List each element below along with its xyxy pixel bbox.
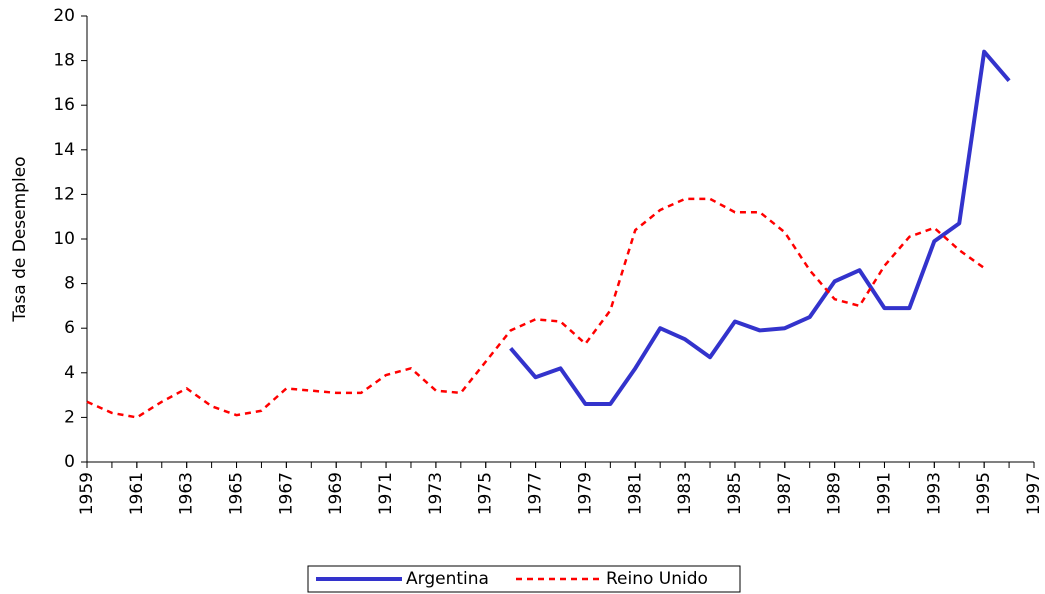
legend-label: Argentina xyxy=(406,569,489,589)
x-tick-label: 1981 xyxy=(625,472,645,515)
x-tick-label: 1963 xyxy=(177,472,197,515)
x-tick-label: 1969 xyxy=(326,472,346,515)
y-tick-label: 6 xyxy=(64,318,75,338)
y-tick-label: 16 xyxy=(53,95,75,115)
x-tick-label: 1997 xyxy=(1024,472,1044,515)
y-tick-label: 8 xyxy=(64,274,75,294)
x-tick-label: 1971 xyxy=(376,472,396,515)
y-tick-label: 0 xyxy=(64,452,75,472)
x-tick-label: 1975 xyxy=(476,472,496,515)
x-tick-label: 1991 xyxy=(874,472,894,515)
series-line xyxy=(86,197,985,419)
y-tick-label: 2 xyxy=(64,407,75,427)
x-tick-label: 1987 xyxy=(775,472,795,515)
x-tick-label: 1995 xyxy=(974,472,994,515)
legend-box xyxy=(307,565,741,593)
x-tick-label: 1965 xyxy=(227,472,247,515)
x-tick-label: 1985 xyxy=(725,472,745,515)
y-tick-label: 10 xyxy=(53,229,75,249)
series-line xyxy=(509,49,1011,407)
legend-label: Reino Unido xyxy=(606,569,708,589)
x-tick-label: 1959 xyxy=(77,472,97,515)
y-tick-label: 20 xyxy=(53,6,75,26)
x-tick-label: 1961 xyxy=(127,472,147,515)
x-tick-label: 1983 xyxy=(675,472,695,515)
y-tick-label: 14 xyxy=(53,140,75,160)
x-tick-label: 1967 xyxy=(276,472,296,515)
y-tick-label: 4 xyxy=(64,363,75,383)
y-axis-label: Tasa de Desempleo xyxy=(10,156,30,322)
x-tick-label: 1973 xyxy=(426,472,446,515)
x-tick-label: 1989 xyxy=(825,472,845,515)
x-tick-label: 1993 xyxy=(924,472,944,515)
y-tick-label: 12 xyxy=(53,184,75,204)
x-tick-label: 1977 xyxy=(526,472,546,515)
y-tick-label: 18 xyxy=(53,51,75,71)
x-tick-label: 1979 xyxy=(575,472,595,515)
